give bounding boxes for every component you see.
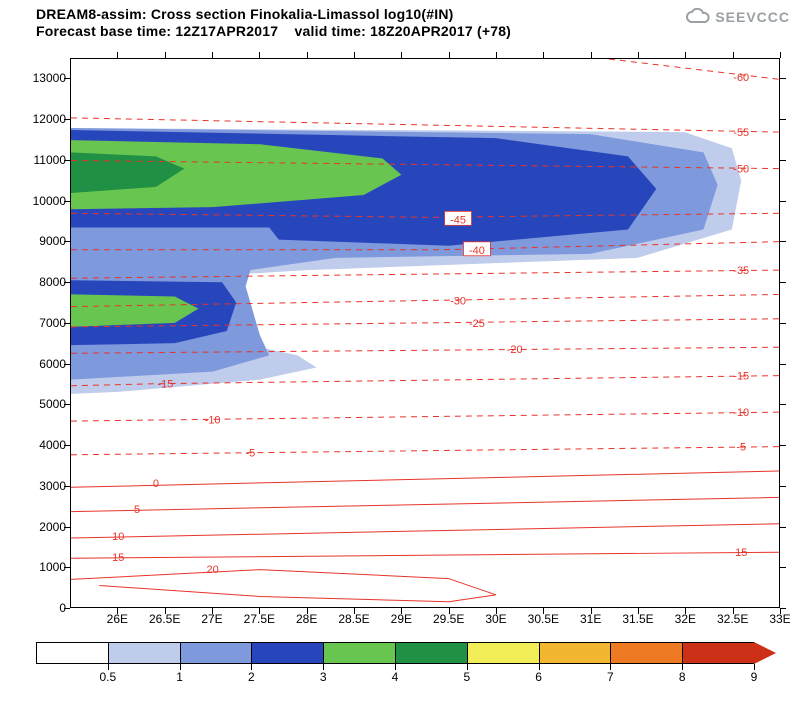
isoline-label: -10 <box>733 407 749 419</box>
title-line-2: Forecast base time: 12Z17APR2017 valid t… <box>36 23 511 40</box>
isoline-label: 10 <box>112 531 124 543</box>
isoline-label: -50 <box>733 164 749 176</box>
isoline-label: -25 <box>469 318 485 330</box>
isoline-label: -40 <box>469 245 485 257</box>
isoline <box>71 471 779 487</box>
colorbar-swatch <box>610 642 682 664</box>
colorbar: 0.5 1 2 3 4 5 6 7 8 9 <box>36 642 776 690</box>
y-tick-label: 6000 <box>6 357 66 371</box>
isoline-label: -45 <box>450 214 466 226</box>
x-tick-label: 27E <box>201 612 222 626</box>
x-tick-label: 26E <box>107 612 128 626</box>
isoline <box>71 552 779 558</box>
x-tick-label: 26.5E <box>149 612 180 626</box>
colorbar-label: 3 <box>320 670 327 684</box>
colorbar-swatch <box>467 642 539 664</box>
y-tick-label: 1000 <box>6 560 66 574</box>
colorbar-swatch <box>395 642 467 664</box>
colorbar-swatch <box>180 642 252 664</box>
isoline-label: -35 <box>733 265 749 277</box>
colorbar-label: 8 <box>679 670 686 684</box>
colorbar-label: 4 <box>392 670 399 684</box>
colorbar-label: 7 <box>607 670 614 684</box>
isoline-label: 15 <box>735 547 747 559</box>
colorbar-swatch <box>108 642 180 664</box>
isoline <box>71 524 779 538</box>
colorbar-label: 1 <box>176 670 183 684</box>
isoline <box>609 59 779 79</box>
isoline-label: -30 <box>450 296 466 308</box>
isoline-label: -55 <box>733 127 749 139</box>
y-tick-label: 5000 <box>6 397 66 411</box>
y-tick-label: 12000 <box>6 112 66 126</box>
logo-text: SEEVCCC <box>715 9 790 25</box>
plot-title: DREAM8-assim: Cross section Finokalia-Li… <box>36 6 511 40</box>
isoline <box>71 412 779 421</box>
isoline-label: -60 <box>733 72 749 84</box>
x-tick-label: 32.5E <box>717 612 748 626</box>
isoline <box>71 497 779 511</box>
y-tick-label: 13000 <box>6 71 66 85</box>
isoline-label: 15 <box>112 552 124 564</box>
x-tick-label: 33E <box>769 612 790 626</box>
colorbar-label: 2 <box>248 670 255 684</box>
colorbar-swatch <box>36 642 108 664</box>
isoline-label: -5 <box>245 448 255 460</box>
x-tick-label: 28.5E <box>338 612 369 626</box>
y-tick-label: 4000 <box>6 438 66 452</box>
isoline <box>71 570 496 602</box>
colorbar-swatch <box>682 642 754 664</box>
x-tick-label: 32E <box>675 612 696 626</box>
isoline-label: -10 <box>205 414 221 426</box>
colorbar-arrow <box>754 642 776 664</box>
title-line-1: DREAM8-assim: Cross section Finokalia-Li… <box>36 6 511 23</box>
isoline-label: 20 <box>207 564 219 576</box>
isoline-label: -15 <box>157 379 173 391</box>
colorbar-label: 9 <box>751 670 758 684</box>
x-tick-label: 29.5E <box>433 612 464 626</box>
cross-section-plot: -60-55-50-45-40-35-30-25-20-15-15-10-10-… <box>70 58 780 608</box>
isoline-label: 5 <box>134 504 140 516</box>
y-tick-label: 11000 <box>6 153 66 167</box>
x-tick-label: 31E <box>580 612 601 626</box>
isoline-label: 0 <box>153 478 159 490</box>
seevccc-logo: SEEVCCC <box>685 8 790 26</box>
colorbar-swatch <box>539 642 611 664</box>
colorbar-swatch <box>251 642 323 664</box>
y-tick-label: 9000 <box>6 234 66 248</box>
y-tick-label: 8000 <box>6 275 66 289</box>
x-tick-label: 31.5E <box>622 612 653 626</box>
x-tick-label: 27.5E <box>244 612 275 626</box>
colorbar-label: 0.5 <box>99 670 116 684</box>
isoline <box>71 447 779 455</box>
y-tick-label: 2000 <box>6 520 66 534</box>
colorbar-label: 6 <box>535 670 542 684</box>
x-tick-label: 30E <box>485 612 506 626</box>
y-tick-label: 10000 <box>6 194 66 208</box>
isoline-label: -5 <box>736 442 746 454</box>
y-tick-label: 7000 <box>6 316 66 330</box>
colorbar-label: 5 <box>463 670 470 684</box>
isoline-label: -20 <box>507 344 523 356</box>
x-tick-label: 29E <box>391 612 412 626</box>
x-tick-label: 30.5E <box>528 612 559 626</box>
y-tick-label: 3000 <box>6 479 66 493</box>
colorbar-swatch <box>323 642 395 664</box>
y-tick-label: 0 <box>6 601 66 615</box>
isoline-label: -15 <box>733 371 749 383</box>
cloud-icon <box>685 8 711 26</box>
x-tick-label: 28E <box>296 612 317 626</box>
